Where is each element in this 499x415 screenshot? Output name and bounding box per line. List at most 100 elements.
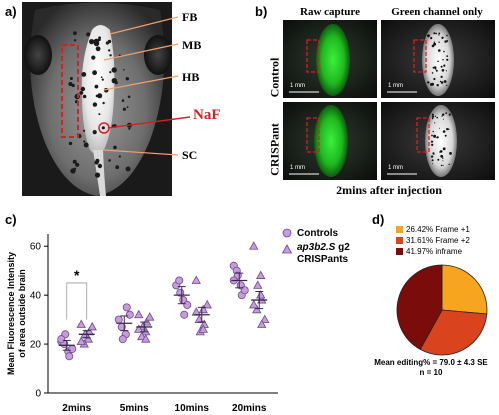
speckle [430, 155, 434, 158]
speckle [442, 59, 444, 61]
melanophore-spot [98, 113, 101, 116]
panel-c-label: c) [5, 212, 17, 227]
speckle [446, 128, 449, 131]
x-tick-label: 5mins [120, 403, 149, 414]
speckle [439, 80, 442, 83]
label-mb: MB [182, 38, 202, 52]
speckle [445, 70, 447, 72]
melanophore-spot [111, 67, 117, 73]
melanophore-spot [89, 39, 95, 45]
speckle [431, 134, 433, 137]
data-point-control [240, 286, 249, 295]
panel-a-figure [22, 2, 191, 196]
melanophore-spot [92, 102, 98, 107]
melanophore-spot [109, 71, 112, 74]
legend-frame1: 26.42% Frame +1 [406, 225, 470, 234]
melanophore-spot [109, 54, 112, 57]
y-tick-label: 20 [30, 340, 42, 351]
legend-crispants-line2: CRISPants [297, 254, 349, 265]
melanophore-spot [73, 167, 77, 171]
data-point-control [183, 300, 192, 309]
data-point-control [125, 310, 134, 319]
melanophore-spot [80, 86, 86, 92]
scale-bar-2: 1 mm [388, 83, 403, 89]
melanophore-spot [128, 127, 131, 130]
speckle [448, 163, 450, 166]
speckle [434, 115, 437, 117]
speckle [438, 49, 441, 52]
speckle [448, 113, 451, 116]
legend-inframe: 41.97% inframe [406, 247, 463, 256]
speckle [441, 115, 443, 117]
speckle [442, 164, 444, 166]
speckle [442, 118, 444, 120]
row-label-control: Control [267, 57, 282, 98]
data-point-crispant [76, 319, 86, 328]
melanophore-spot [101, 78, 104, 81]
speckle [433, 134, 437, 138]
melanophore-spot [105, 41, 109, 45]
label-naf: NaF [193, 107, 221, 123]
label-hb: HB [182, 70, 200, 84]
legend-frame2: 31.61% Frame +2 [406, 236, 470, 245]
data-point-crispant [191, 275, 201, 284]
melanophore-spot [118, 54, 121, 57]
x-tick-label: 20mins [232, 403, 267, 414]
data-point-crispant [249, 241, 259, 250]
significance-star: * [74, 267, 80, 283]
legend-triangle-marker [281, 244, 293, 254]
melanophore-spot [79, 91, 84, 95]
speckle [438, 32, 441, 35]
melanophore-spot [95, 46, 101, 52]
data-point-crispant [260, 314, 270, 324]
data-point-crispant [253, 280, 263, 289]
naf-roi-box [61, 44, 79, 138]
data-point-crispant [252, 304, 262, 314]
speckle [437, 158, 440, 161]
data-point-crispant [145, 312, 155, 321]
melanophore-spot [108, 159, 111, 162]
y-tick-label: 40 [30, 291, 42, 302]
scale-bar-4: 1 mm [388, 165, 403, 171]
data-point-crispant [257, 319, 267, 328]
panel-d-pie [396, 264, 488, 356]
melanophore-spot [86, 32, 91, 37]
panel-d-footer-line1: Mean editing% = 79.0 ± 4.3 SE [374, 358, 488, 367]
melanophore-spot [75, 162, 80, 167]
panel-a-label: a) [5, 4, 17, 19]
melanophore-spot [83, 140, 86, 143]
col-header-green: Green channel only [391, 6, 483, 18]
melanophore-spot [97, 93, 103, 99]
speckle [441, 69, 445, 72]
speckle [431, 159, 434, 162]
speckle [443, 64, 446, 67]
melanophore-spot [68, 141, 73, 146]
melanophore-spot [127, 95, 131, 99]
col-header-raw: Raw capture [300, 6, 360, 18]
melanophore-spot [121, 99, 125, 102]
speckle [435, 69, 438, 72]
melanophore-spot [83, 129, 86, 132]
melanophore-spot [115, 165, 120, 170]
legend-circle-marker [282, 228, 292, 238]
melanophore-spot [72, 159, 77, 164]
data-point-control [114, 315, 123, 324]
data-point-crispant [141, 334, 151, 343]
y-tick-label: 0 [35, 389, 41, 400]
speckle [440, 81, 444, 84]
speckle [436, 136, 439, 139]
speckle [427, 81, 430, 84]
melanophore-spot [92, 130, 97, 135]
y-axis-label: Mean Fluorescence Intensityof area outsi… [6, 252, 27, 375]
speckle [432, 66, 435, 69]
speckle [438, 34, 440, 36]
panel-b-caption: 2mins after injection [336, 183, 442, 197]
melanophore-spot [125, 77, 129, 81]
swatch-frame2 [396, 237, 403, 244]
legend-crispants-italic: ap3b2.S [297, 242, 336, 253]
data-point-control [175, 276, 184, 285]
melanophore-spot [123, 68, 125, 71]
data-point-crispant [87, 321, 97, 331]
speckle [446, 58, 449, 61]
speckle [434, 122, 436, 124]
